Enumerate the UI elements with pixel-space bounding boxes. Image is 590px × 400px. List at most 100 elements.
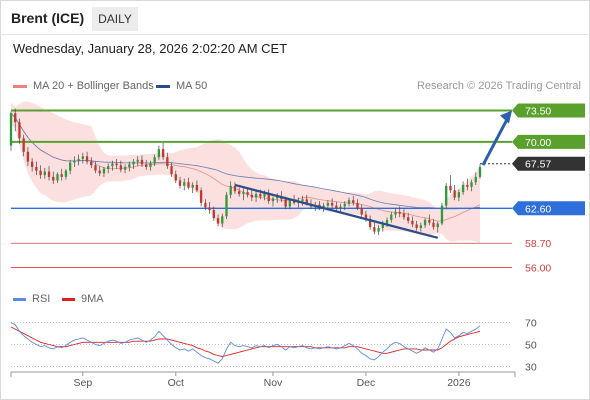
candle	[157, 145, 161, 160]
candle	[170, 162, 173, 177]
candle-body	[221, 216, 224, 224]
candle	[145, 159, 148, 170]
candle-body	[326, 202, 330, 206]
candle-body	[428, 219, 431, 223]
x-axis-label: 2026	[447, 377, 471, 389]
candle	[136, 156, 139, 167]
candle-body	[161, 149, 165, 158]
candle	[242, 188, 245, 201]
instrument-title: Brent (ICE)	[11, 10, 85, 26]
candle	[204, 199, 207, 211]
candle	[153, 154, 156, 167]
candle	[445, 183, 448, 209]
candle	[47, 166, 51, 181]
candle	[271, 196, 275, 207]
candle-body	[18, 122, 21, 139]
candle-body	[352, 200, 355, 203]
candle	[123, 164, 127, 174]
candle-body	[212, 210, 215, 219]
candle-body	[149, 163, 152, 168]
candle-body	[470, 182, 473, 187]
rsi-tick-label: 50	[525, 340, 537, 352]
candle	[212, 206, 215, 221]
candle-body	[187, 182, 190, 188]
candle	[161, 142, 165, 160]
candle-body	[292, 200, 296, 203]
level-tag-67-57	[512, 156, 585, 171]
x-axis-label: Sep	[73, 377, 92, 389]
candle-body	[183, 182, 186, 186]
rsi-ma-line	[10, 326, 481, 358]
level-label-62-60: 62.60	[525, 203, 551, 215]
level-label-56-00: 56.00	[525, 262, 551, 274]
candle	[56, 172, 59, 184]
candle	[402, 209, 406, 220]
candle-body	[259, 193, 262, 197]
candle	[229, 181, 232, 199]
candle	[178, 176, 182, 189]
candle-body	[30, 161, 34, 168]
candle	[208, 202, 211, 214]
candle	[39, 165, 42, 179]
candle-body	[102, 168, 106, 174]
candle	[415, 220, 418, 231]
candle-body	[301, 199, 304, 202]
legend-rsi-ma-label: 9MA	[81, 293, 104, 305]
candle-body	[208, 207, 211, 211]
candle-body	[360, 208, 363, 215]
candle	[140, 155, 144, 168]
bollinger-band	[11, 101, 480, 244]
candle	[419, 222, 423, 232]
candle-body	[60, 174, 63, 177]
candle	[474, 172, 477, 185]
candle-body	[115, 163, 118, 166]
candle-body	[356, 202, 359, 209]
candle	[453, 184, 456, 201]
candle-body	[119, 165, 123, 170]
candle-body	[107, 166, 110, 169]
candle-body	[94, 165, 97, 171]
candle	[233, 182, 237, 194]
candle	[64, 168, 68, 180]
candle	[221, 213, 224, 228]
candle	[347, 197, 351, 207]
candle-body	[271, 198, 275, 202]
candle	[60, 168, 63, 181]
candle	[330, 198, 334, 209]
candle	[98, 166, 101, 176]
candle-body	[250, 194, 253, 198]
candle	[373, 222, 376, 235]
rsi-ma-swatch	[62, 297, 75, 301]
candle-body	[195, 184, 199, 191]
candle-body	[178, 180, 182, 186]
candle	[250, 190, 253, 202]
candle-body	[9, 113, 13, 146]
candle-body	[398, 211, 401, 214]
candle-body	[136, 159, 139, 162]
candle	[14, 108, 17, 132]
candle-body	[191, 184, 194, 188]
candle-body	[229, 185, 232, 195]
legend-bollinger: MA 20 + Bollinger Bands	[13, 80, 154, 92]
candle	[111, 160, 114, 171]
candle	[352, 195, 355, 206]
candle-body	[77, 158, 80, 161]
timeframe-badge[interactable]: DAILY	[92, 7, 138, 31]
candle-body	[343, 203, 346, 207]
candle	[73, 156, 76, 168]
level-label-73-50: 73.50	[525, 106, 551, 118]
ma50-line	[10, 112, 481, 210]
candle-body	[276, 196, 279, 199]
candle-body	[402, 213, 406, 218]
candle-body	[145, 164, 148, 168]
candle-body	[347, 200, 351, 204]
candle-body	[123, 167, 127, 170]
candle-body	[170, 166, 173, 175]
candle-body	[432, 222, 435, 228]
candle	[457, 189, 461, 202]
candle-body	[35, 167, 38, 171]
legend-bollinger-label: MA 20 + Bollinger Bands	[33, 80, 154, 92]
candle-body	[132, 161, 135, 165]
candle	[432, 219, 435, 230]
